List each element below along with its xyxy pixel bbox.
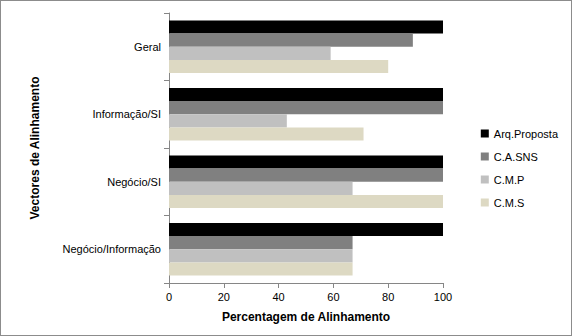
svg-text:0: 0 — [166, 291, 172, 303]
svg-text:Vectores de Alinhamento: Vectores de Alinhamento — [28, 77, 42, 220]
svg-text:20: 20 — [218, 291, 230, 303]
svg-text:Negócio/SI: Negócio/SI — [107, 176, 161, 188]
svg-text:Arq.Proposta: Arq.Proposta — [494, 128, 559, 140]
svg-text:40: 40 — [272, 291, 284, 303]
svg-text:C.A.SNS: C.A.SNS — [494, 151, 538, 163]
svg-text:Percentagem de Alinhamento: Percentagem de Alinhamento — [222, 310, 390, 324]
svg-text:C.M.S: C.M.S — [494, 197, 525, 209]
svg-text:C.M.P: C.M.P — [494, 174, 525, 186]
svg-text:Informação/SI: Informação/SI — [93, 108, 161, 120]
svg-text:Negócio/Informação: Negócio/Informação — [63, 243, 161, 255]
svg-text:60: 60 — [327, 291, 339, 303]
svg-text:100: 100 — [434, 291, 452, 303]
svg-text:Geral: Geral — [134, 41, 161, 53]
svg-text:80: 80 — [382, 291, 394, 303]
